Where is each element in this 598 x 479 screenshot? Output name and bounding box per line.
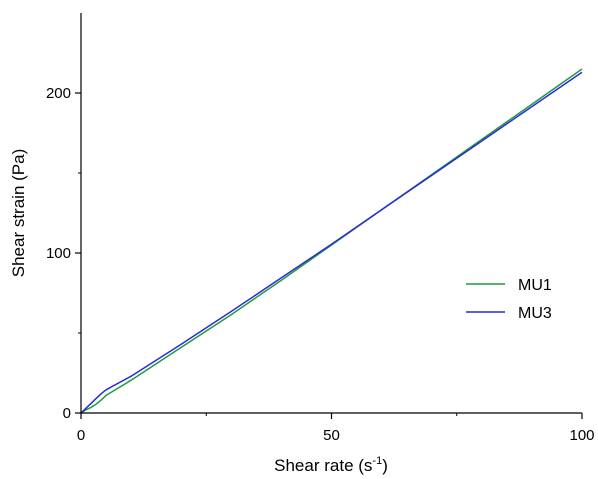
y-axis-title: Shear strain (Pa) [9, 149, 28, 278]
x-tick-label-0: 0 [77, 427, 85, 444]
plot-area: 0 50 100 0 100 200 [46, 13, 595, 444]
x-axis-title: Shear rate (s-1) [274, 455, 388, 475]
legend: MU1 MU3 [466, 277, 552, 322]
series-line-mu1 [80, 68, 583, 414]
y-tick-label-100: 100 [46, 245, 71, 262]
x-tick-label-100: 100 [569, 427, 594, 444]
legend-label-mu3: MU3 [518, 305, 552, 322]
y-tick-label-0: 0 [63, 405, 71, 422]
legend-label-mu1: MU1 [518, 277, 552, 294]
y-tick-label-200: 200 [46, 85, 71, 102]
series-line-mu3 [80, 71, 583, 414]
x-axis-title-main: Shear rate (s [274, 456, 372, 475]
x-tick-label-50: 50 [323, 427, 340, 444]
x-axis-title-tail: ) [382, 456, 388, 475]
x-axis-title-superscript: -1 [372, 455, 382, 467]
